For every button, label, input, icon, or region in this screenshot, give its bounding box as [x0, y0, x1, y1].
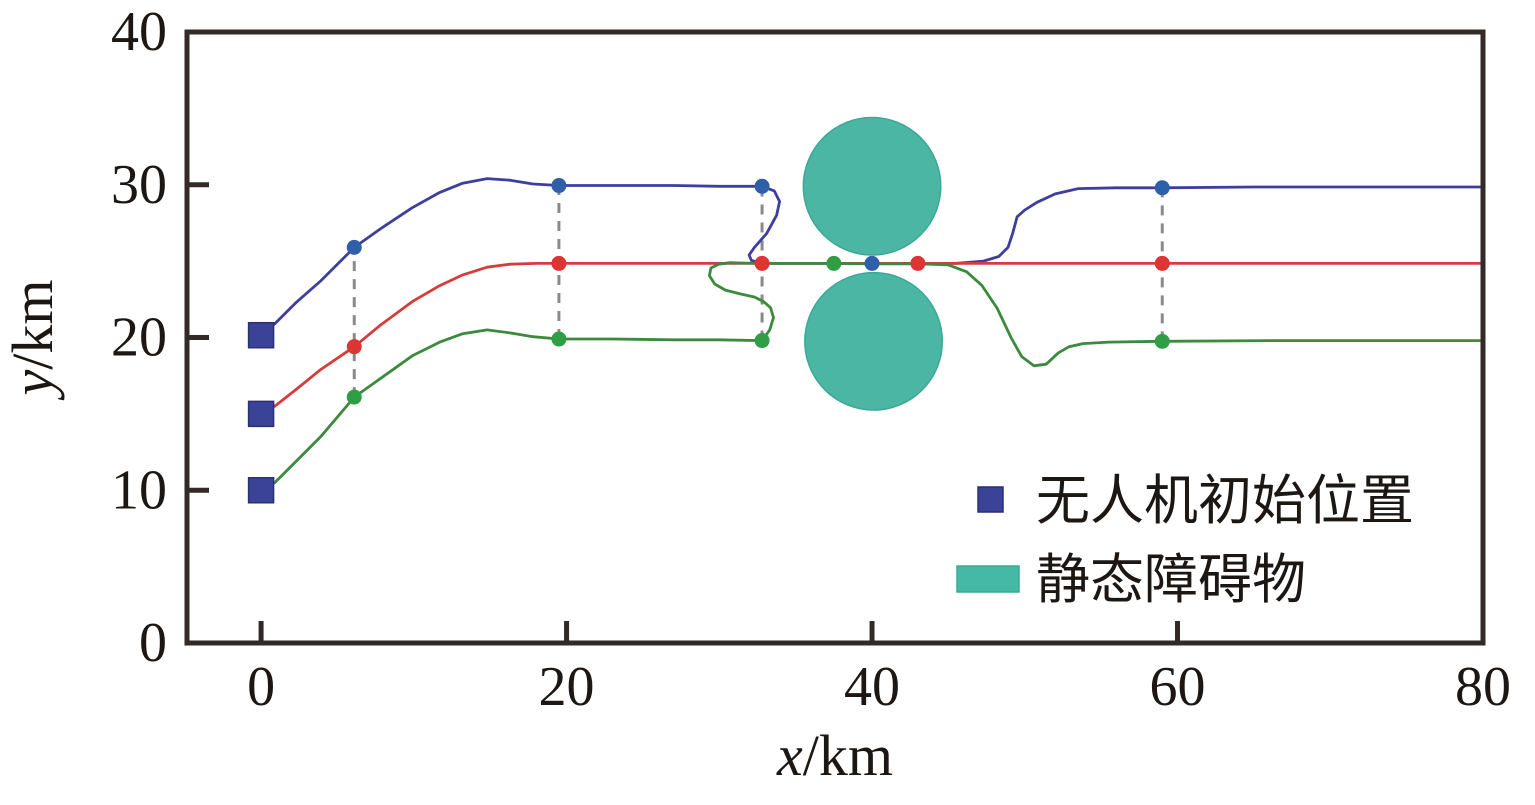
y-tick-label: 40 — [111, 1, 167, 63]
tick-label-layer: 0 20 40 60 80 0 10 20 30 40 — [111, 1, 1511, 718]
uav2-trajectory — [259, 262, 1485, 416]
waypoint-dot-uav1-trajectory — [754, 178, 770, 194]
waypoint-dot-uav3-trajectory — [551, 331, 567, 347]
initial-position-square — [247, 321, 275, 349]
legend: 无人机初始位置 静态障碍物 — [956, 471, 1414, 610]
trajectory-layer — [259, 177, 1485, 492]
y-tick-label: 0 — [139, 612, 167, 674]
waypoint-marker-layer — [346, 178, 1170, 405]
waypoint-dot-uav2-trajectory — [754, 255, 770, 271]
x-tick-label: 80 — [1455, 656, 1511, 718]
waypoint-dot-uav1-trajectory — [1154, 180, 1170, 196]
tick-layer — [187, 29, 1486, 646]
initial-position-square — [247, 400, 275, 428]
x-tick-label: 20 — [539, 656, 595, 718]
uav1-trajectory — [259, 177, 1485, 335]
waypoint-dot-uav2-trajectory — [551, 255, 567, 271]
waypoint-dot-uav3-trajectory — [1154, 333, 1170, 349]
legend-marker-static-obstacle — [956, 565, 1020, 593]
waypoint-dot-uav1-trajectory — [864, 255, 880, 271]
waypoint-dot-uav2-trajectory — [346, 339, 362, 355]
x-tick-label: 40 — [844, 656, 900, 718]
static-obstacle-circle — [804, 271, 944, 411]
x-tick-label: 0 — [247, 656, 275, 718]
waypoint-dot-uav3-trajectory — [826, 255, 842, 271]
legend-label-initial-position: 无人机初始位置 — [1036, 471, 1414, 531]
obstacle-layer — [802, 116, 944, 411]
x-tick-label: 60 — [1150, 656, 1206, 718]
uav3-trajectory — [259, 261, 1485, 492]
y-tick-label: 10 — [111, 459, 167, 521]
waypoint-dot-uav2-trajectory — [1154, 255, 1170, 271]
waypoint-dot-uav1-trajectory — [346, 239, 362, 255]
waypoint-dot-uav3-trajectory — [346, 389, 362, 405]
waypoint-dot-uav3-trajectory — [754, 333, 770, 349]
x-axis-label: x/km — [776, 723, 893, 788]
legend-label-static-obstacle: 静态障碍物 — [1036, 550, 1306, 610]
waypoint-dot-uav1-trajectory — [551, 178, 567, 194]
y-tick-label: 30 — [111, 154, 167, 216]
initial-position-square — [247, 477, 275, 504]
legend-marker-initial-position — [977, 486, 1004, 513]
y-tick-label: 20 — [111, 307, 167, 369]
static-obstacle-circle — [802, 116, 942, 256]
y-axis-label: y/km — [0, 280, 65, 401]
waypoint-dot-uav2-trajectory — [910, 255, 926, 271]
initial-position-layer — [247, 321, 275, 504]
